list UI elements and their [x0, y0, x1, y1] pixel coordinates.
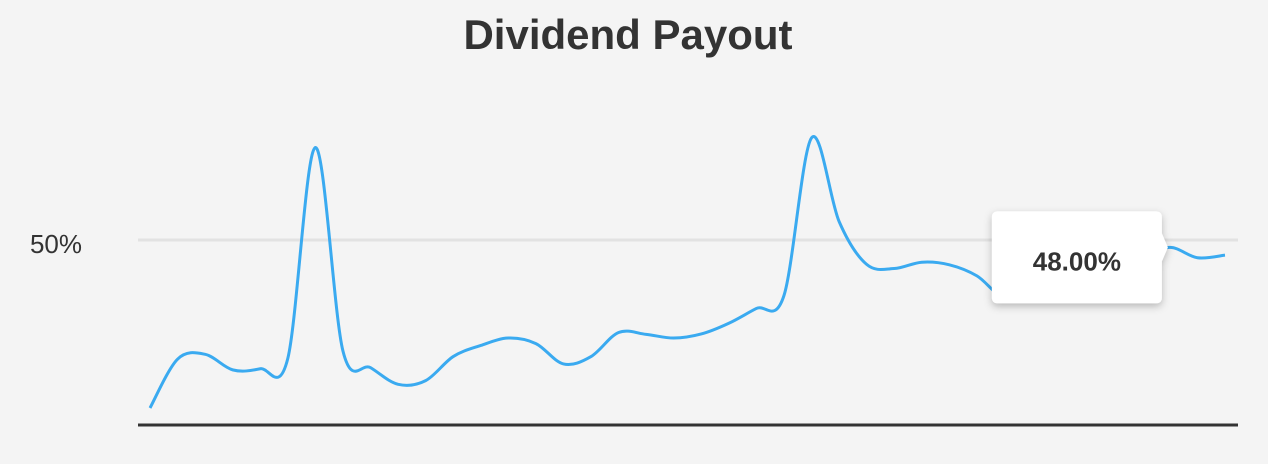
- tooltip-label: 48.00%: [1033, 246, 1121, 276]
- tooltip: [991, 211, 1168, 304]
- y-tick-label: 50%: [30, 229, 82, 259]
- tooltip-box: [991, 211, 1168, 304]
- chart-title: Dividend Payout: [463, 11, 792, 58]
